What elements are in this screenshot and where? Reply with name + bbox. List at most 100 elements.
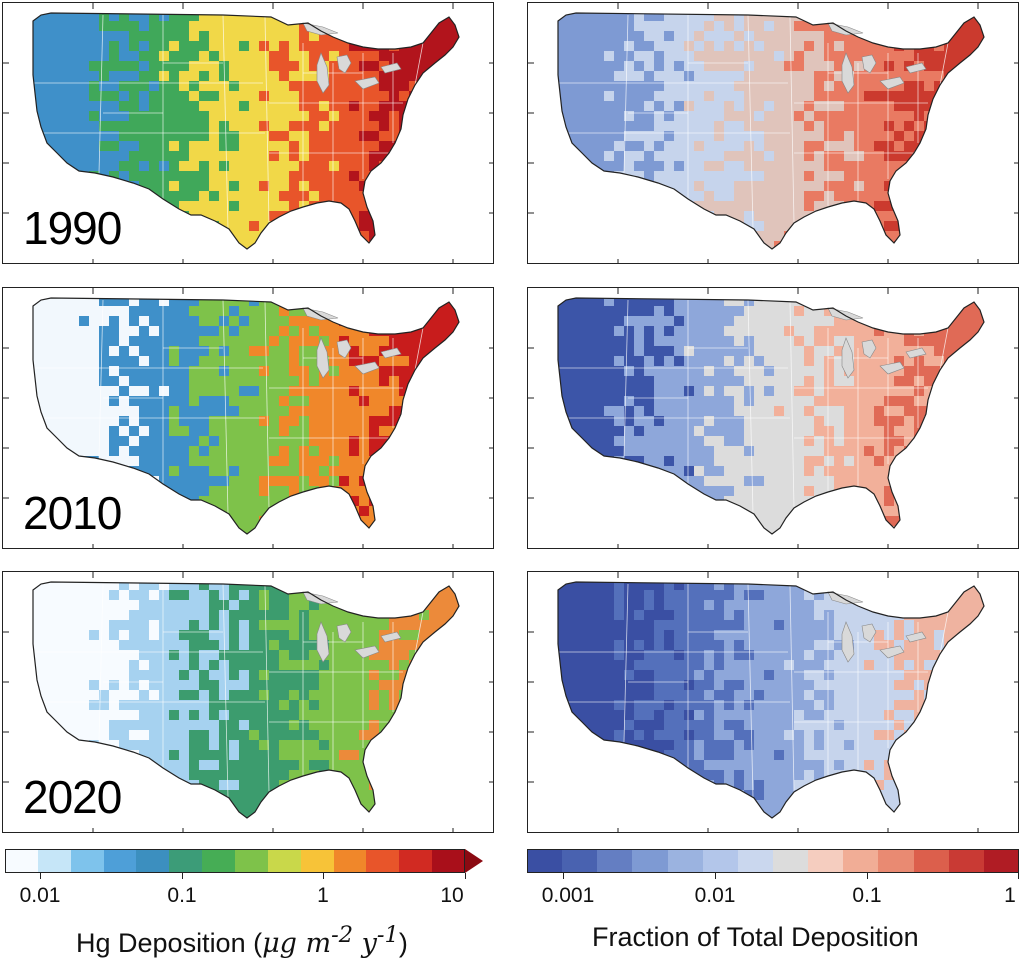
map-cell [389,91,399,101]
map-cell [109,416,119,426]
map-cell [349,526,359,534]
map-cell [399,181,409,191]
map-cell [944,101,954,111]
map-cell [664,241,674,249]
map-cell [764,356,774,366]
map-cell [399,141,409,151]
map-cell [49,436,59,446]
map-cell [149,582,159,590]
map-cell [754,81,764,91]
map-cell [199,346,209,356]
map-cell [289,51,299,61]
map-cell [439,211,449,221]
map-cell [644,221,654,231]
map-cell [814,436,824,446]
map-cell [119,336,129,346]
map-cell [874,336,884,346]
map-cell [814,191,824,201]
map-cell [804,376,814,386]
map-cell [974,366,984,376]
map-cell [439,486,449,496]
map-cell [814,51,824,61]
map-cell [914,446,924,456]
map-cell [624,31,634,41]
map-cell [644,13,654,21]
map-cell [724,436,734,446]
map-cell [774,111,784,121]
map-cell [854,356,864,366]
map-cell [774,476,784,486]
map-cell [459,151,469,161]
map-cell [774,316,784,326]
map-cell [299,231,309,241]
map-cell [219,426,229,436]
map-cell [824,171,834,181]
map-cell [169,750,179,760]
map-cell [954,416,964,426]
map-cell [269,201,279,211]
map-cell [69,650,79,660]
map-cell [984,436,994,446]
map-cell [379,91,389,101]
map-cell [439,406,449,416]
map-cell [79,141,89,151]
map-cell [944,326,954,336]
map-cell [874,356,884,366]
map-cell [449,161,459,171]
map-cell [209,516,219,526]
map-cell [129,171,139,181]
map-cell [854,516,864,526]
map-cell [714,41,724,51]
map-cell [229,406,239,416]
map-cell [399,486,409,496]
map-cell [914,13,924,21]
map-cell [79,306,89,316]
map-cell [604,201,614,211]
map-cell [139,326,149,336]
map-cell [734,211,744,221]
map-cell [189,21,199,31]
map-cell [209,141,219,151]
map-cell [269,141,279,151]
map-cell [409,201,419,211]
map-cell [209,326,219,336]
map-cell [834,436,844,446]
map-cell [339,111,349,121]
map-cell [39,181,49,191]
map-cell [564,386,574,396]
map-cell [884,426,894,436]
map-cell [139,416,149,426]
map-cell [189,790,199,800]
map-cell [419,221,429,231]
map-cell [159,121,169,131]
map-cell [249,121,259,131]
map-cell [229,416,239,426]
map-cell [219,181,229,191]
map-cell [894,376,904,386]
map-cell [209,111,219,121]
map-cell [584,71,594,81]
map-cell [734,251,744,261]
map-cell [624,366,634,376]
map-cell [864,516,874,526]
map-cell [129,21,139,31]
map-cell [984,161,994,171]
map-cell [654,171,664,181]
map-cell [864,111,874,121]
map-cell [149,720,159,730]
map-cell [654,336,664,346]
map-cell [634,91,644,101]
map-cell [129,436,139,446]
map-cell [459,221,469,231]
map-cell [924,61,934,71]
map-cell [604,536,614,546]
map-cell [684,241,694,249]
map-cell [179,386,189,396]
map-cell [584,476,594,486]
map-cell [904,516,914,526]
map-cell [944,346,954,356]
map-cell [449,436,459,446]
map-cell [59,181,69,191]
map-cell [239,396,249,406]
map-cell [674,496,684,506]
